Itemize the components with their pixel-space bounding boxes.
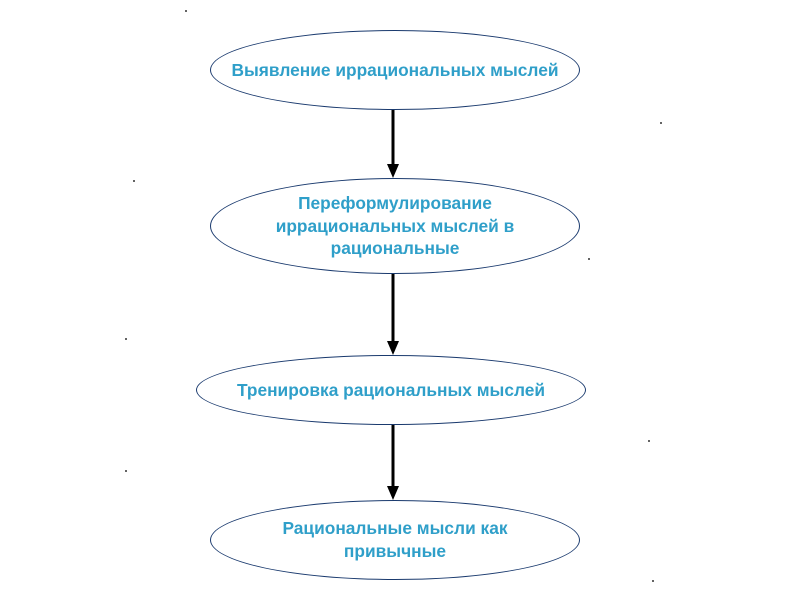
node-label: Выявление иррациональных мыслей bbox=[212, 55, 579, 86]
decorative-dot bbox=[660, 122, 662, 124]
arrow-2 bbox=[383, 274, 403, 357]
decorative-dot bbox=[125, 338, 127, 340]
flowchart-diagram: Выявление иррациональных мыслей Переформ… bbox=[0, 0, 800, 600]
node-train: Тренировка рациональных мыслей bbox=[196, 355, 586, 425]
decorative-dot bbox=[648, 440, 650, 442]
decorative-dot bbox=[652, 580, 654, 582]
node-label: Переформулирование иррациональных мыслей… bbox=[256, 188, 535, 264]
decorative-dot bbox=[588, 258, 590, 260]
arrow-3 bbox=[383, 425, 403, 502]
node-reformulate: Переформулирование иррациональных мыслей… bbox=[210, 178, 580, 274]
decorative-dot bbox=[185, 10, 187, 12]
arrow-1 bbox=[383, 110, 403, 180]
node-label: Тренировка рациональных мыслей bbox=[217, 375, 565, 406]
decorative-dot bbox=[125, 470, 127, 472]
node-label: Рациональные мысли как привычные bbox=[262, 513, 527, 566]
decorative-dot bbox=[133, 180, 135, 182]
node-habitual: Рациональные мысли как привычные bbox=[210, 500, 580, 580]
node-identify: Выявление иррациональных мыслей bbox=[210, 30, 580, 110]
